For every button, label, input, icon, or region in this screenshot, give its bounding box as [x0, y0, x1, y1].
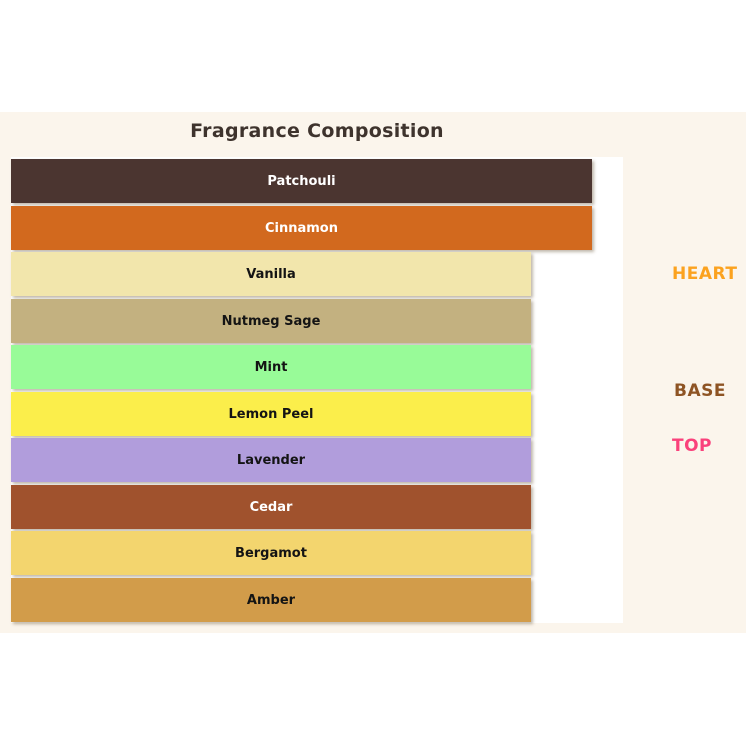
- bar-label: Amber: [246, 592, 296, 608]
- chart-title: Fragrance Composition: [190, 120, 444, 142]
- bar-label: Mint: [254, 359, 288, 375]
- bar-lemon-peel: Lemon Peel: [11, 392, 531, 436]
- bar-label: Lavender: [236, 452, 306, 468]
- bar-label: Nutmeg Sage: [221, 313, 321, 329]
- note-group-label-base: BASE: [674, 381, 726, 401]
- bar-label: Bergamot: [235, 545, 307, 561]
- plot-area: Patchouli Cinnamon Vanilla Nutmeg Sage Mint L…: [11, 157, 623, 623]
- bar-cinnamon: Cinnamon: [11, 206, 592, 250]
- bar-amber: Amber: [11, 578, 531, 622]
- bar-label: Patchouli: [267, 173, 336, 189]
- bar-label: Cinnamon: [264, 220, 338, 236]
- bar-label: Vanilla: [246, 266, 296, 282]
- bar-label: Cedar: [249, 499, 293, 515]
- bar-nutmeg-sage: Nutmeg Sage: [11, 299, 531, 343]
- bar-mint: Mint: [11, 345, 531, 389]
- bar-cedar: Cedar: [11, 485, 531, 529]
- bar-label: Lemon Peel: [228, 406, 314, 422]
- bar-bergamot: Bergamot: [11, 531, 531, 575]
- bar-patchouli: Patchouli: [11, 159, 592, 203]
- bar-vanilla: Vanilla: [11, 252, 531, 296]
- bar-lavender: Lavender: [11, 438, 531, 482]
- note-group-label-heart: HEART: [672, 264, 738, 284]
- note-group-label-top: TOP: [672, 436, 713, 456]
